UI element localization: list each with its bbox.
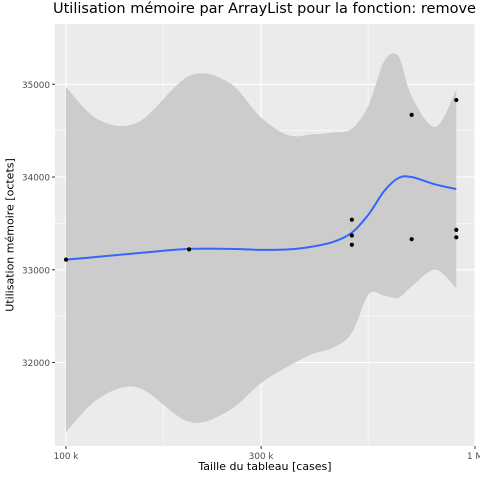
data-point [454,228,458,232]
y-tick-label: 35000 [22,81,50,91]
data-point [350,233,354,237]
data-point [410,237,414,241]
y-axis-label: Utilisation mémoire [octets] [4,158,17,312]
x-axis-label: Taille du tableau [cases] [55,460,475,473]
data-point [454,235,458,239]
data-point [350,243,354,247]
y-axis: 32000 33000 34000 35000 [22,81,55,369]
data-point [187,247,191,251]
data-point [350,218,354,222]
data-point [410,113,414,117]
data-point [454,98,458,102]
y-tick-label: 32000 [22,359,50,369]
y-tick-label: 33000 [22,266,50,276]
y-tick-label: 34000 [22,174,50,184]
data-point [64,257,68,261]
